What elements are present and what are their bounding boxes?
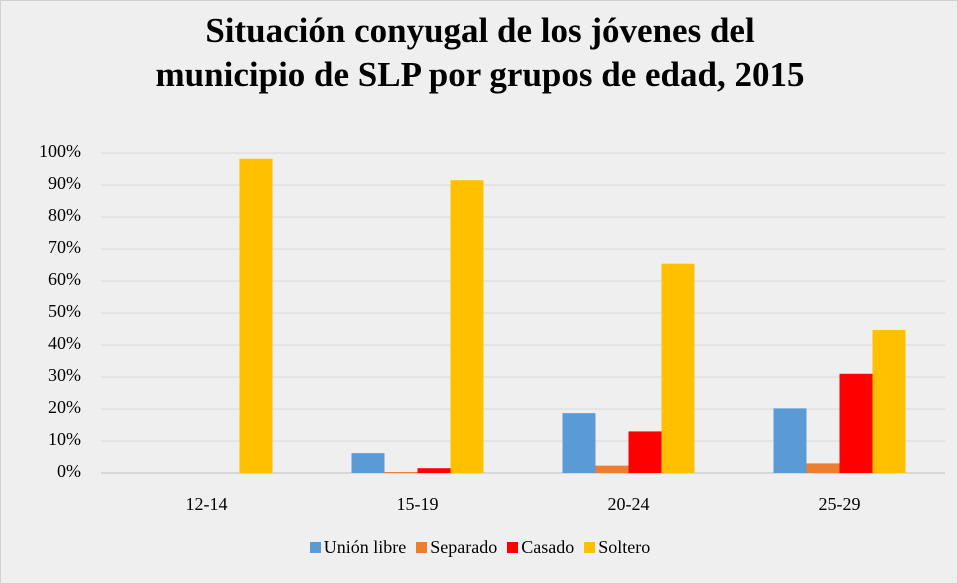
bar (595, 465, 629, 473)
bar (773, 408, 807, 473)
y-tick-label: 20% (48, 397, 81, 417)
legend-label: Separado (430, 537, 498, 557)
legend-item: Soltero (584, 537, 650, 558)
bar (562, 413, 596, 473)
y-tick-label: 30% (48, 365, 81, 385)
legend-swatch (416, 542, 428, 553)
y-tick-label: 80% (48, 205, 81, 225)
legend: Unión libre Separado Casado Soltero (1, 537, 957, 558)
bar (450, 180, 484, 473)
x-tick-label: 25-29 (819, 494, 861, 514)
bar (661, 263, 695, 473)
bar (628, 431, 662, 473)
bar (872, 329, 906, 473)
y-tick-label: 40% (48, 333, 81, 353)
y-tick-label: 60% (48, 269, 81, 289)
legend-item: Casado (507, 537, 574, 558)
legend-swatch (309, 542, 321, 553)
x-tick-label: 12-14 (186, 494, 228, 514)
bar (417, 468, 451, 473)
legend-label: Soltero (598, 537, 651, 557)
legend-swatch (507, 542, 519, 553)
y-tick-label: 50% (48, 301, 81, 321)
y-tick-label: 10% (48, 429, 81, 449)
bar (351, 453, 385, 473)
y-tick-label: 0% (57, 461, 81, 481)
legend-label: Unión libre (323, 537, 407, 557)
legend-item: Unión libre (309, 537, 407, 558)
x-tick-label: 15-19 (397, 494, 439, 514)
x-tick-label: 20-24 (608, 494, 650, 514)
legend-swatch (584, 542, 596, 553)
bar (239, 158, 273, 473)
bar (384, 472, 418, 473)
y-tick-label: 100% (39, 141, 81, 161)
legend-label: Casado (521, 537, 575, 557)
bar (839, 373, 873, 473)
y-tick-label: 90% (48, 173, 81, 193)
chart-title: Situación conyugal de los jóvenes del mu… (155, 11, 805, 94)
y-tick-label: 70% (48, 237, 81, 257)
legend-item: Separado (416, 537, 497, 558)
bar (806, 463, 840, 473)
